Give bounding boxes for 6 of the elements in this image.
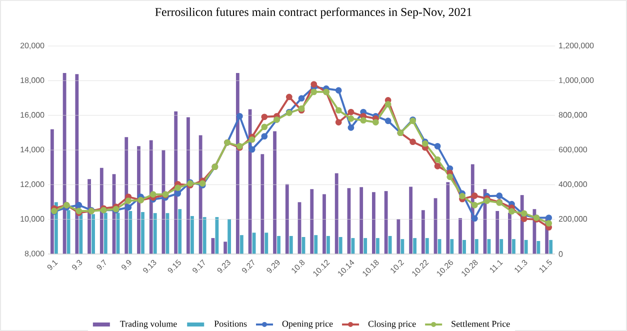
legend-label: Positions xyxy=(214,320,247,327)
chart-title: Ferrosilicon futures main contract performances in Sep-Nov, 2021 xyxy=(155,8,472,18)
legend-label: Opening price xyxy=(282,320,333,329)
legend-label: Settlement Price xyxy=(452,320,510,327)
legend-label: Closing price xyxy=(368,320,416,329)
legend-label: Trading volume xyxy=(120,320,177,329)
